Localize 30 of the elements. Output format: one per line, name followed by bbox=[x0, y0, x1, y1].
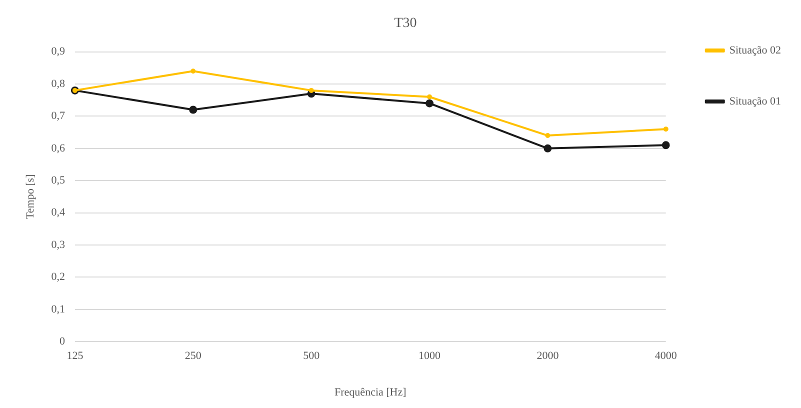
y-tick-label: 0,8 bbox=[51, 78, 66, 90]
chart-title: T30 bbox=[394, 16, 417, 32]
point bbox=[427, 94, 432, 100]
x-tick-label: 250 bbox=[184, 350, 202, 362]
x-tick-label: 1000 bbox=[418, 350, 442, 362]
y-tick-label: 0,2 bbox=[51, 271, 65, 284]
point bbox=[544, 144, 552, 152]
x-tick-label: 4000 bbox=[654, 350, 678, 362]
point bbox=[426, 99, 434, 108]
y-tick-label: 0 bbox=[59, 335, 66, 348]
y-tick-label: 0,5 bbox=[51, 174, 66, 186]
point bbox=[189, 106, 198, 114]
y-tick-label: 0,3 bbox=[51, 238, 66, 251]
legend-label: Situação 02 bbox=[729, 44, 782, 56]
point bbox=[545, 133, 550, 138]
y-tick-label: 0,4 bbox=[51, 206, 66, 219]
point bbox=[662, 141, 670, 150]
point bbox=[308, 88, 314, 93]
y-tick-label: 0,1 bbox=[51, 303, 65, 316]
y-tick-label: 0,9 bbox=[51, 46, 66, 58]
x-axis-title: Frequência [Hz] bbox=[334, 386, 406, 398]
y-tick-label: 0,7 bbox=[51, 110, 66, 122]
x-tick-label: 2000 bbox=[536, 350, 560, 362]
point bbox=[663, 126, 668, 132]
y-tick-label: 0,6 bbox=[51, 142, 66, 154]
point bbox=[190, 68, 196, 74]
x-tick-label: 500 bbox=[303, 350, 320, 362]
x-tick-label: 125 bbox=[66, 350, 84, 362]
y-axis-title: Tempo [s] bbox=[24, 174, 36, 220]
legend-label: Situação 01 bbox=[729, 95, 782, 108]
